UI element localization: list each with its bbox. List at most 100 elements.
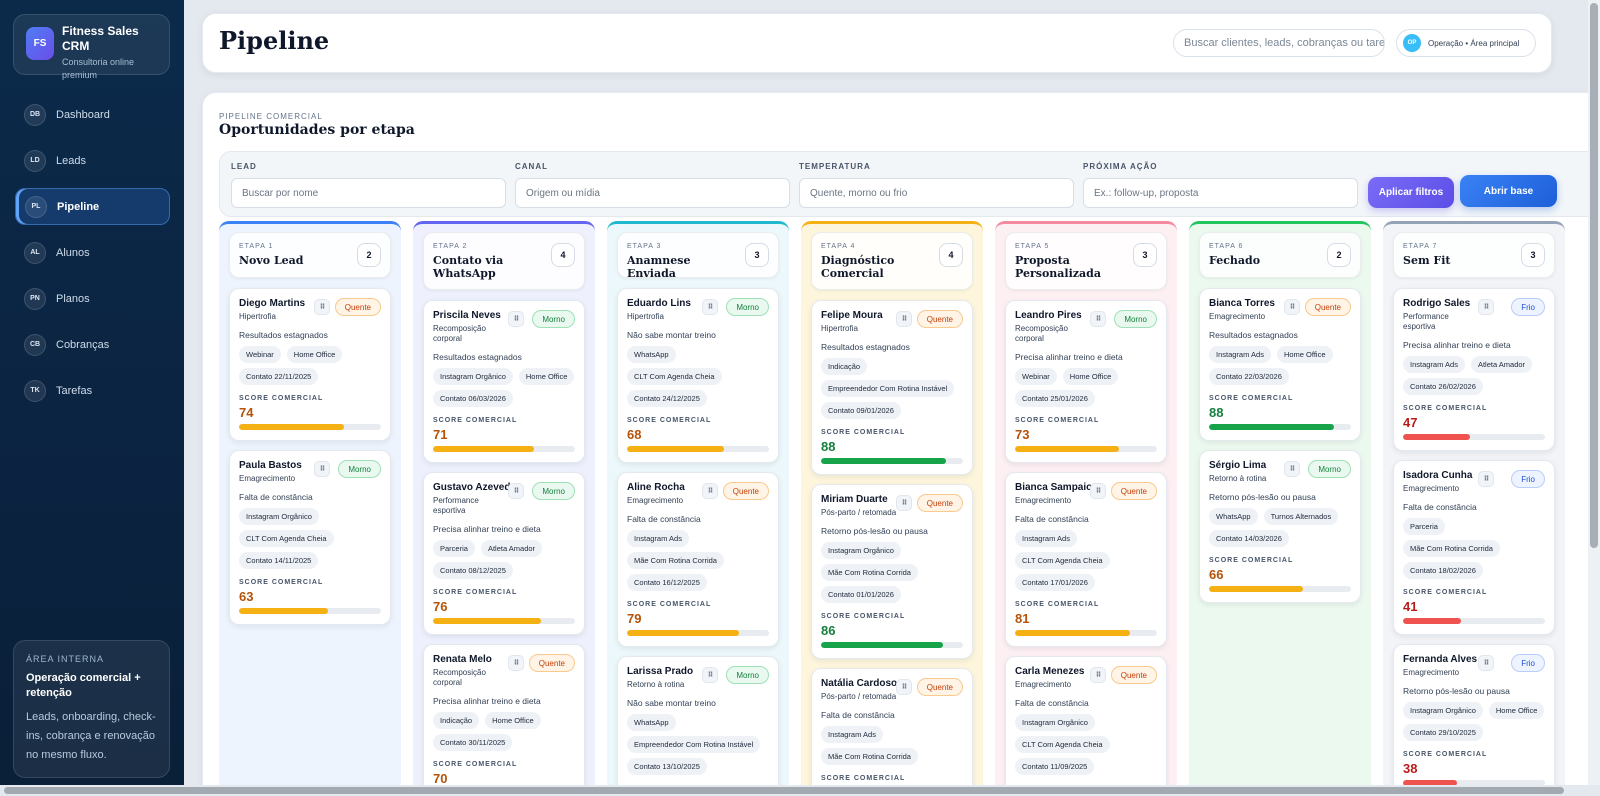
drag-handle-icon[interactable]: ⠿ (1090, 667, 1106, 683)
sidebar-item-planos[interactable]: PN Planos (15, 280, 170, 317)
stage-column: ETAPA 6 Fechado 2 Bianca Torres Emagreciment… (1189, 221, 1371, 796)
lead-card[interactable]: Priscila Neves Recomposição corporal ⠿ Morn… (423, 300, 585, 463)
apply-filters-button[interactable]: Aplicar filtros (1368, 177, 1454, 208)
lead-note: Falta de constância (627, 514, 701, 524)
stage-header: ETAPA 4 Diagnóstico Comercial 4 (811, 232, 973, 290)
temperature-badge: Frio (1511, 470, 1545, 488)
tag-list: Parceria Atleta Amador Contato 08/12/2025 (433, 540, 575, 579)
drag-handle-icon[interactable]: ⠿ (508, 483, 524, 499)
score-label: SCORE COMERCIAL (239, 579, 324, 586)
lead-card[interactable]: Paula Bastos Emagrecimento ⠿ Morno Falta de … (229, 450, 391, 625)
drag-handle-icon[interactable]: ⠿ (702, 299, 718, 315)
lead-card[interactable]: Rodrigo Sales Performance esportiva ⠿ Frio P… (1393, 288, 1555, 451)
drag-handle-icon[interactable]: ⠿ (896, 679, 912, 695)
lead-card[interactable]: Leandro Pires Recomposição corporal ⠿ Morno… (1005, 300, 1167, 463)
brand-card[interactable]: FS Fitness Sales CRM Consultoria online … (13, 14, 170, 80)
drag-handle-icon[interactable]: ⠿ (1284, 299, 1300, 315)
sidebar-item-cobrancas[interactable]: CB Cobranças (15, 326, 170, 363)
tag-chip: Instagram Ads (1209, 346, 1271, 363)
drag-handle-icon[interactable]: ⠿ (1090, 311, 1106, 327)
lead-card[interactable]: Larissa Prado Retorno à rotina ⠿ Morno Não s… (617, 656, 779, 796)
score-bar-fill (1403, 780, 1457, 786)
drag-handle-icon[interactable]: ⠿ (1090, 483, 1106, 499)
lead-card[interactable]: Renata Melo Recomposição corporal ⠿ Quente P… (423, 644, 585, 796)
tag-chip: Home Office (1062, 368, 1119, 385)
tag-chip: Atleta Amador (1470, 356, 1533, 373)
horizontal-scrollbar[interactable] (0, 785, 1600, 796)
internal-title: Operação comercial + retenção (26, 672, 141, 699)
drag-handle-icon[interactable]: ⠿ (314, 299, 330, 315)
global-search-input[interactable] (1173, 29, 1385, 57)
lead-card[interactable]: Gustavo Azevedo Performance esportiva ⠿ Mor… (423, 472, 585, 635)
lead-note: Falta de constância (1015, 514, 1089, 524)
lead-goal: Emagrecimento (627, 496, 684, 505)
stage-column: ETAPA 2 Contato via WhatsApp 4 Priscila Nev… (413, 221, 595, 796)
lead-card[interactable]: Bianca Sampaio Emagrecimento ⠿ Quente Falta … (1005, 472, 1167, 647)
lead-card[interactable]: Isadora Cunha Emagrecimento ⠿ Frio Falta de … (1393, 460, 1555, 635)
sidebar-item-leads[interactable]: LD Leads (15, 142, 170, 179)
stage-name: Fechado (1209, 254, 1261, 267)
drag-handle-icon[interactable]: ⠿ (508, 311, 524, 327)
sidebar-item-dashboard[interactable]: DB Dashboard (15, 96, 170, 133)
vertical-scrollbar[interactable] (1588, 0, 1600, 785)
lead-card[interactable]: Felipe Moura Hipertrofia ⠿ Quente Resultados… (811, 300, 973, 475)
stage-count-badge: 3 (1133, 243, 1157, 267)
drag-handle-icon[interactable]: ⠿ (1478, 299, 1494, 315)
lead-card[interactable]: Eduardo Lins Hipertrofia ⠿ Morno Não sabe mo… (617, 288, 779, 463)
drag-handle-icon[interactable]: ⠿ (1478, 655, 1494, 671)
lead-name: Renata Melo (433, 654, 492, 665)
filter-temperatura-input[interactable] (799, 178, 1074, 208)
drag-handle-icon[interactable]: ⠿ (314, 461, 330, 477)
score-value: 81 (1015, 611, 1030, 626)
tag-chip: Mãe Com Rotina Corrida (821, 564, 918, 581)
tag-list: Instagram Ads Home Office Contato 22/03/20… (1209, 346, 1351, 385)
lead-card[interactable]: Fernanda Alves Emagrecimento ⠿ Frio Retorno … (1393, 644, 1555, 796)
filter-lead-input[interactable] (231, 178, 506, 208)
score-bar (433, 446, 575, 452)
lead-card[interactable]: Diego Martins Hipertrofia ⠿ Quente Resultado… (229, 288, 391, 441)
lead-goal: Pós-parto / retomada (821, 692, 897, 701)
temperature-badge: Morno (1308, 460, 1351, 478)
temperature-badge: Frio (1511, 654, 1545, 672)
drag-handle-icon[interactable]: ⠿ (508, 655, 524, 671)
stage-kicker: ETAPA 6 (1209, 243, 1244, 250)
horizontal-scrollbar-thumb[interactable] (4, 787, 1564, 794)
sidebar-item-alunos[interactable]: AL Alunos (15, 234, 170, 271)
stage-count-badge: 4 (939, 243, 963, 267)
open-base-button[interactable]: Abrir base (1460, 175, 1557, 207)
workspace-selector[interactable]: OP Operação • Área principal (1396, 29, 1536, 57)
filter-canal-input[interactable] (515, 178, 790, 208)
filter-proxima-acao-input[interactable] (1083, 178, 1358, 208)
tag-list: Instagram Ads Mãe Com Rotina Corrida Conta… (627, 530, 769, 591)
stage-column: ETAPA 4 Diagnóstico Comercial 4 Felipe Mour… (801, 221, 983, 796)
lead-name: Larissa Prado (627, 666, 694, 677)
lead-card[interactable]: Miriam Duarte Pós-parto / retomada ⠿ Quente… (811, 484, 973, 659)
lead-goal: Hipertrofia (239, 312, 276, 321)
contact-date-chip: Contato 14/03/2026 (1209, 530, 1289, 547)
drag-handle-icon[interactable]: ⠿ (896, 311, 912, 327)
lead-card[interactable]: Aline Rocha Emagrecimento ⠿ Quente Falta de … (617, 472, 779, 647)
tag-chip: Home Office (485, 712, 541, 729)
lead-card[interactable]: Carla Menezes Emagrecimento ⠿ Quente Falta d… (1005, 656, 1167, 796)
tag-chip: Parceria (1403, 518, 1445, 535)
score-bar (239, 424, 381, 430)
main-content: Pipeline OP Operação • Área principal PI… (184, 0, 1600, 796)
tag-chip: Webinar (1015, 368, 1057, 385)
lead-name: Sérgio Lima (1209, 460, 1267, 471)
drag-handle-icon[interactable]: ⠿ (896, 495, 912, 511)
drag-handle-icon[interactable]: ⠿ (702, 667, 718, 683)
tag-chip: Instagram Ads (1015, 530, 1077, 547)
drag-handle-icon[interactable]: ⠿ (1478, 471, 1494, 487)
lead-card[interactable]: Natália Cardoso Pós-parto / retomada ⠿ Quen… (811, 668, 973, 796)
tag-chip: Indicação (433, 712, 480, 729)
lead-card[interactable]: Sérgio Lima Retorno à rotina ⠿ Morno Retorno… (1199, 450, 1361, 603)
filter-lead: LEAD (231, 162, 506, 208)
sidebar-item-pipeline[interactable]: PL Pipeline (15, 188, 170, 225)
sidebar-item-tarefas[interactable]: TK Tarefas (15, 372, 170, 409)
vertical-scrollbar-thumb[interactable] (1590, 3, 1598, 548)
lead-card[interactable]: Bianca Torres Emagrecimento ⠿ Quente Resulta… (1199, 288, 1361, 441)
drag-handle-icon[interactable]: ⠿ (702, 483, 718, 499)
lead-name: Isadora Cunha (1403, 470, 1473, 481)
filter-canal: CANAL (515, 162, 790, 208)
drag-handle-icon[interactable]: ⠿ (1284, 461, 1300, 477)
